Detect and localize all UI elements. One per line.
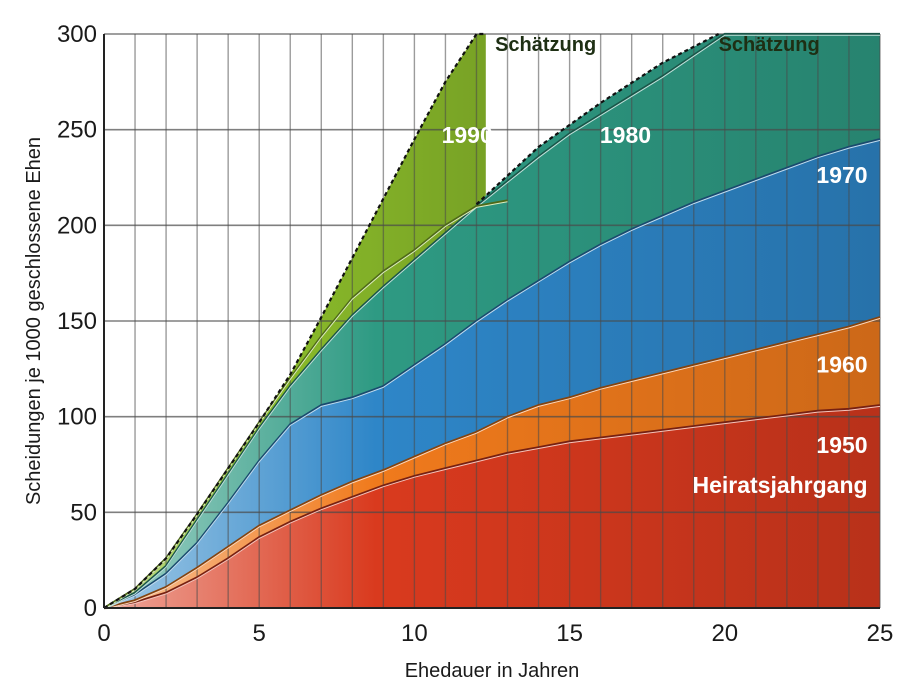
line-1990 [103, 199, 508, 609]
x-tick-label: 5 [253, 620, 266, 647]
highlight-1980 [103, 34, 880, 610]
estimate-label-1980: Schätzung [719, 34, 820, 56]
x-axis-title: Ehedauer in Jahren [405, 660, 580, 682]
series-label-1950: 1950 [816, 432, 867, 458]
area-1950 [104, 405, 880, 608]
legend-caption: Heiratsjahrgang [692, 472, 867, 498]
series-labels: 1950 1960 1970 1980 1990 Heiratsjahrgang Schät… [442, 34, 868, 498]
y-tick-label: 300 [57, 21, 97, 48]
y-tick-label: 100 [57, 404, 97, 431]
highlight-1970 [103, 139, 881, 610]
highlight-1990 [103, 201, 508, 610]
x-tick-label: 10 [401, 620, 428, 647]
estimate-line-1980 [475, 33, 720, 206]
series-label-1970: 1970 [816, 162, 867, 188]
x-tick-label: 15 [556, 620, 583, 647]
series-label-1960: 1960 [816, 352, 867, 378]
y-tick-label: 250 [57, 117, 97, 144]
y-axis-title: Scheidungen je 1000 geschlossene Ehen [23, 137, 45, 505]
series-label-1990: 1990 [442, 122, 493, 148]
series-lines [103, 32, 881, 610]
x-tick-label: 20 [711, 620, 738, 647]
estimate-label-1990: Schätzung [495, 34, 596, 56]
line-1970 [103, 138, 881, 610]
x-tick-label: 25 [867, 620, 894, 647]
y-tick-label: 50 [70, 499, 97, 526]
highlight-1950 [103, 405, 881, 610]
y-tick-label: 150 [57, 308, 97, 335]
line-1980 [103, 32, 880, 609]
series-areas [104, 34, 880, 608]
y-tick-label: 200 [57, 212, 97, 239]
series-label-1980: 1980 [600, 122, 651, 148]
y-tick-label: 0 [84, 595, 97, 622]
line-1960 [103, 316, 881, 610]
highlight-1960 [103, 317, 881, 610]
x-tick-label: 0 [97, 620, 110, 647]
line-1950 [103, 404, 881, 610]
